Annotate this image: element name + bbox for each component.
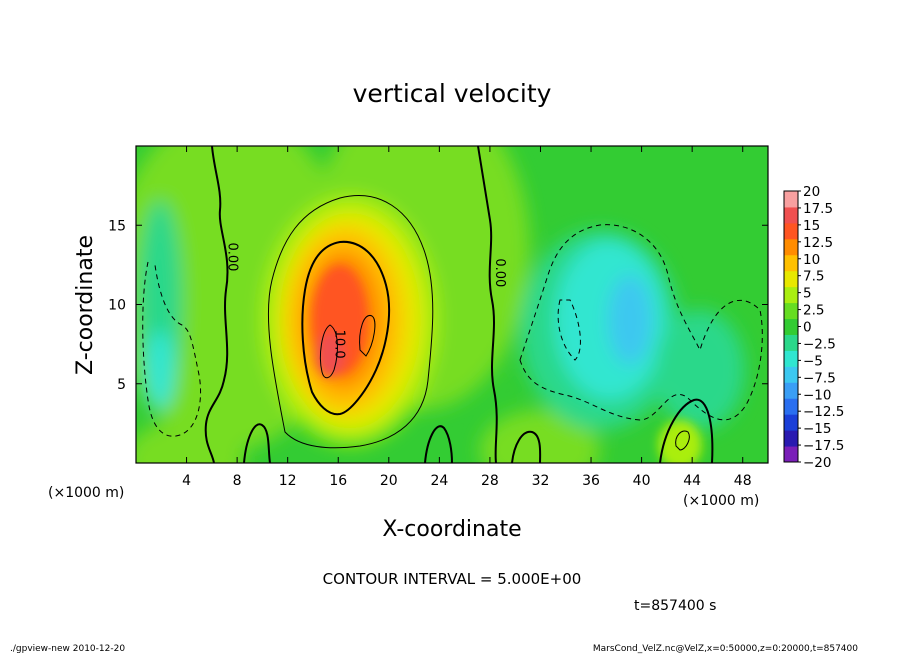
contour-five	[267, 195, 434, 449]
x-tick-label: 28	[481, 473, 499, 489]
colorbar-swatch	[784, 238, 798, 256]
velocity-field	[136, 146, 768, 463]
footer-left: ./gpview-new 2010-12-20	[10, 644, 125, 654]
contour-ten	[301, 240, 391, 416]
colorbar-swatch	[784, 286, 798, 304]
colorbar-label: 2.5	[803, 303, 824, 319]
colorbar-label: 15	[803, 218, 820, 234]
chart-title: vertical velocity	[353, 79, 552, 108]
colorbar-label: −20	[803, 455, 832, 471]
x-tick-label: 20	[380, 473, 398, 489]
x-tick-label: 44	[683, 473, 701, 489]
contour-zero-bump-2	[424, 425, 453, 463]
y-axis-ticks: 5 10 15	[108, 218, 768, 393]
colorbar-swatch	[784, 382, 798, 399]
contour-neg-left	[142, 261, 201, 437]
y-axis-label: Z-coordinate	[73, 235, 98, 375]
colorbar-swatch	[784, 414, 798, 431]
colorbar-label: 17.5	[803, 201, 833, 217]
x-tick-label: 32	[532, 473, 550, 489]
x-tick-label: 40	[633, 473, 651, 489]
colorbar-label: 12.5	[803, 235, 833, 251]
field-downdraft-far-right	[655, 310, 745, 430]
time-note: t=857400 s	[634, 598, 716, 614]
contour-zero-bump-1	[243, 423, 271, 463]
y-tick-label: 10	[108, 298, 126, 314]
contour-labels: 0.00 0.00 10.0	[224, 242, 507, 358]
x-axis-ticks: 4 8 12 16 20 24 28 32 36 40 44 48	[182, 146, 752, 489]
contour-interval-note: CONTOUR INTERVAL = 5.000E+00	[323, 570, 582, 588]
x-tick-label: 48	[734, 473, 752, 489]
colorbar-label: 7.5	[803, 269, 824, 285]
x-tick-label: 12	[279, 473, 297, 489]
x-axis-label: X-coordinate	[382, 517, 521, 542]
colorbar-swatch	[784, 206, 798, 224]
contour-neg-inner	[557, 299, 581, 361]
field-light-green-bottom	[136, 420, 245, 463]
x-tick-label: 8	[233, 473, 242, 489]
colorbar-label: 5	[803, 286, 812, 302]
colorbar-swatch	[784, 366, 798, 383]
colorbar-swatch	[784, 254, 798, 272]
contour-zero-bump-3	[511, 430, 542, 463]
y-tick-label: 15	[108, 218, 126, 234]
colorbar-swatch	[784, 270, 798, 288]
x-tick-label: 16	[329, 473, 347, 489]
field-downdraft-right-core	[608, 275, 652, 365]
contour-zero-left	[204, 146, 229, 463]
contour-zero-mid	[477, 146, 498, 463]
colorbar-swatch	[784, 398, 798, 415]
x-unit-left: (×1000 m)	[48, 485, 124, 501]
contour-neg-right	[519, 224, 763, 421]
colorbar-swatch	[784, 222, 798, 240]
field-downdraft-left-core	[145, 330, 175, 410]
colorbar-swatch	[784, 191, 798, 208]
colorbar-label: 20	[803, 184, 820, 200]
contour-label: 0.00	[492, 258, 507, 287]
colorbar-swatch	[784, 318, 798, 335]
colorbar-label: −17.5	[803, 438, 844, 454]
footer-right: MarsCond_VelZ.nc@VelZ,x=0:50000,z=0:2000…	[593, 644, 858, 654]
x-tick-label: 36	[582, 473, 600, 489]
colorbar-label: −2.5	[803, 336, 836, 352]
colorbar-label: −15	[803, 421, 832, 437]
colorbar-label: 0	[803, 320, 812, 336]
contour-label: 10.0	[332, 330, 347, 359]
contour-fifteen-b	[359, 314, 376, 357]
x-unit-right: (×1000 m)	[683, 493, 759, 509]
colorbar-swatch	[784, 446, 798, 463]
contour-fifteen-a	[319, 324, 338, 379]
colorbar-label: −7.5	[803, 370, 836, 386]
y-tick-label: 5	[117, 377, 126, 393]
field-light-green-bottom-right	[480, 410, 600, 463]
contour-five-small	[675, 430, 690, 451]
colorbar-label: −5	[803, 353, 823, 369]
colorbar-label: −10	[803, 387, 832, 403]
contour-zero-bump-4	[659, 398, 714, 463]
colorbar-swatch	[784, 430, 798, 447]
colorbar-swatch	[784, 302, 798, 320]
colorbar: 2017.51512.5107.552.50−2.5−5−7.5−10−12.5…	[783, 184, 844, 471]
colorbar-swatch	[784, 334, 798, 351]
contour-lines	[142, 146, 763, 463]
colorbar-label: 10	[803, 252, 820, 268]
contour-label: 0.00	[224, 242, 239, 271]
colorbar-label: −12.5	[803, 404, 844, 420]
colorbar-swatch	[784, 350, 798, 367]
x-tick-label: 24	[430, 473, 448, 489]
x-tick-label: 4	[182, 473, 191, 489]
